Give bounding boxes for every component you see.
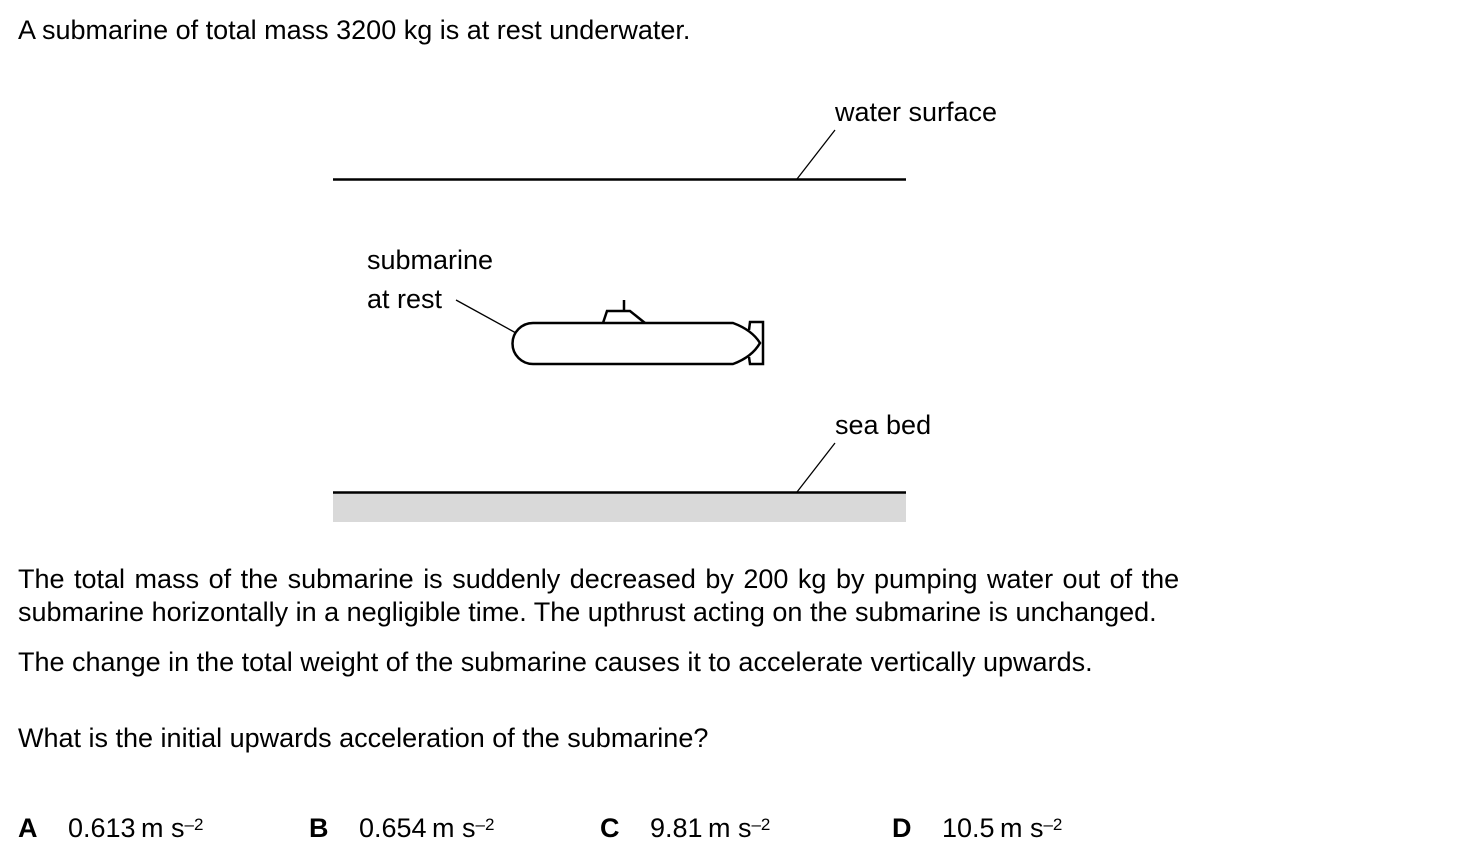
option-exponent: –2 xyxy=(184,815,204,834)
option-b[interactable]: B 0.654 m s–2 xyxy=(309,812,494,845)
sea-bed-fill xyxy=(333,492,906,522)
option-a[interactable]: A 0.613 m s–2 xyxy=(18,812,203,845)
option-exponent: –2 xyxy=(751,815,771,834)
option-unit: m s xyxy=(431,813,476,843)
option-value: 0.654 xyxy=(359,813,427,843)
option-unit: m s xyxy=(140,813,185,843)
intro-text: A submarine of total mass 3200 kg is at … xyxy=(18,15,691,45)
label-submarine: submarine xyxy=(367,245,494,275)
label-sea-bed: sea bed xyxy=(835,410,932,440)
submarine-shape xyxy=(511,300,765,366)
question-text: What is the initial upwards acceleration… xyxy=(18,723,709,753)
option-letter: A xyxy=(18,813,38,843)
option-exponent: –2 xyxy=(475,815,495,834)
option-unit: m s xyxy=(707,813,752,843)
label-water-surface: water surface xyxy=(835,97,998,127)
option-value: 10.5 xyxy=(942,813,995,843)
option-value: 9.81 xyxy=(650,813,703,843)
option-d[interactable]: D 10.5 m s–2 xyxy=(892,812,1062,845)
option-exponent: –2 xyxy=(1043,815,1063,834)
option-unit: m s xyxy=(999,813,1044,843)
option-c[interactable]: C 9.81 m s–2 xyxy=(600,812,770,845)
option-letter: C xyxy=(600,813,620,843)
water-surface-leader xyxy=(796,129,836,180)
paragraph-line: The total mass of the submarine is sudde… xyxy=(18,564,1180,594)
paragraph-line: submarine horizontally in a negligible t… xyxy=(18,597,1157,627)
option-letter: D xyxy=(892,813,912,843)
paragraph-line: The change in the total weight of the su… xyxy=(18,647,1093,677)
option-letter: B xyxy=(309,813,329,843)
option-value: 0.613 xyxy=(68,813,136,843)
submarine-leader xyxy=(455,299,517,334)
sea-bed-leader xyxy=(796,442,836,493)
label-at-rest: at rest xyxy=(367,284,443,314)
